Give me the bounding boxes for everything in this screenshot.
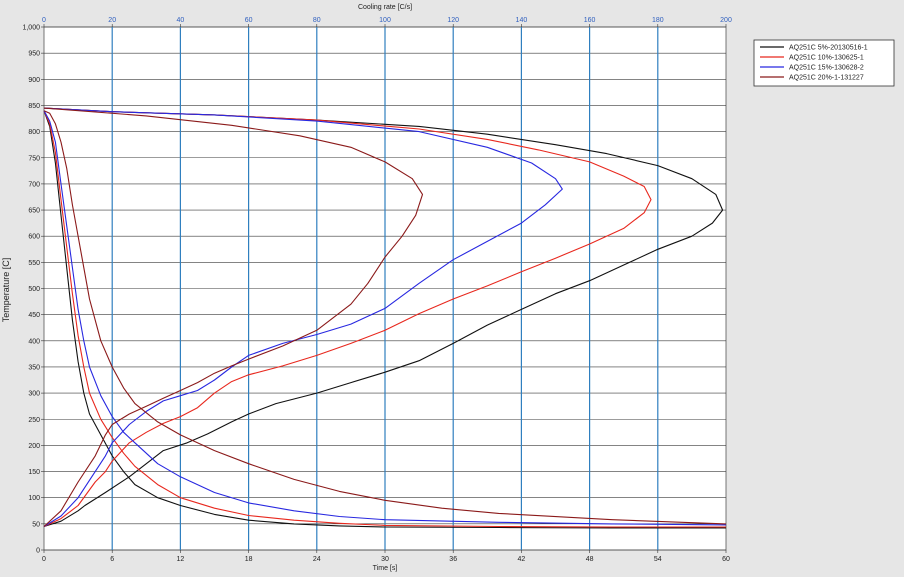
x-top-tick-label: 60 bbox=[245, 17, 253, 24]
series-lines bbox=[43, 107, 727, 529]
y-tick-label: 200 bbox=[28, 443, 40, 450]
x-bottom-tick-label: 0 bbox=[42, 556, 46, 563]
x-top-tick-label: 200 bbox=[720, 17, 732, 24]
y-tick-label: 350 bbox=[28, 364, 40, 371]
cooling-rate-curve-line bbox=[43, 107, 652, 527]
y-tick-label: 600 bbox=[28, 234, 40, 241]
series-4 bbox=[43, 107, 727, 527]
y-tick-label: 950 bbox=[28, 51, 40, 58]
x-bottom-tick-label: 54 bbox=[654, 556, 662, 563]
x-top-tick-label: 0 bbox=[42, 17, 46, 24]
x-top-tick-label: 20 bbox=[108, 17, 116, 24]
y-tick-label: 550 bbox=[28, 260, 40, 267]
x-top-tick-label: 140 bbox=[516, 17, 528, 24]
y-tick-label: 800 bbox=[28, 129, 40, 136]
x-bottom-tick-label: 30 bbox=[381, 556, 389, 563]
x-top-tick-label: 120 bbox=[447, 17, 459, 24]
legend-entry: AQ251C 15%-130628-2 bbox=[789, 65, 864, 72]
x-bottom-tick-labels: 0 6 12 18 24 30 36 42 48 54 60 bbox=[42, 550, 730, 563]
x-bottom-tick-label: 12 bbox=[177, 556, 185, 563]
cooling-curve-line bbox=[43, 110, 726, 528]
y-tick-label: 700 bbox=[28, 181, 40, 188]
cooling-curve-line bbox=[43, 110, 727, 526]
y-tick-label: 400 bbox=[28, 338, 40, 345]
x-axis-title-bottom: Time [s] bbox=[373, 565, 398, 572]
y-tick-label: 850 bbox=[28, 103, 40, 110]
cooling-rate-curve-line bbox=[43, 107, 724, 528]
y-tick-label: 1,000 bbox=[22, 25, 40, 32]
series-3 bbox=[43, 107, 727, 527]
cooling-curve-line bbox=[43, 110, 727, 525]
cooling-rate-curve-line bbox=[43, 107, 563, 527]
x-axis-title-top: Cooling rate [C/s] bbox=[358, 4, 412, 11]
x-top-tick-label: 180 bbox=[652, 17, 664, 24]
legend-entry: AQ251C 20%-1-131227 bbox=[789, 75, 864, 82]
y-tick-labels: 0 50 100 150 200 250 300 350 400 450 500 550 600 650 7… bbox=[22, 25, 44, 555]
x-top-tick-label: 80 bbox=[313, 17, 321, 24]
y-tick-label: 300 bbox=[28, 391, 40, 398]
y-tick-label: 450 bbox=[28, 312, 40, 319]
y-tick-label: 250 bbox=[28, 417, 40, 424]
cooling-rate-curve-line bbox=[43, 107, 424, 527]
legend-box bbox=[753, 39, 895, 87]
x-bottom-tick-label: 18 bbox=[245, 556, 253, 563]
x-top-tick-label: 100 bbox=[379, 17, 391, 24]
y-tick-label: 0 bbox=[36, 548, 40, 555]
x-bottom-tick-label: 6 bbox=[110, 556, 114, 563]
y-tick-label: 50 bbox=[32, 521, 40, 528]
legend-entry: AQ251C 5%-20130516-1 bbox=[789, 45, 868, 52]
x-top-tick-label: 160 bbox=[584, 17, 596, 24]
x-bottom-tick-label: 36 bbox=[449, 556, 457, 563]
y-tick-label: 750 bbox=[28, 155, 40, 162]
legend: AQ251C 5%-20130516-1 AQ251C 10%-130625-1 A… bbox=[753, 39, 895, 87]
x-bottom-tick-label: 48 bbox=[586, 556, 594, 563]
x-bottom-tick-label: 42 bbox=[518, 556, 526, 563]
cooling-curve-line bbox=[43, 110, 726, 529]
series-1 bbox=[43, 107, 726, 529]
legend-entry: AQ251C 10%-130625-1 bbox=[789, 55, 864, 62]
x-top-tick-label: 40 bbox=[177, 17, 185, 24]
y-tick-label: 650 bbox=[28, 208, 40, 215]
y-tick-label: 150 bbox=[28, 469, 40, 476]
series-2 bbox=[43, 107, 726, 528]
x-bottom-tick-label: 60 bbox=[722, 556, 730, 563]
x-top-tick-labels: 0 20 40 60 80 100 120 140 160 180 200 bbox=[42, 17, 732, 27]
y-tick-label: 900 bbox=[28, 77, 40, 84]
y-tick-label: 500 bbox=[28, 286, 40, 293]
x-bottom-tick-label: 24 bbox=[313, 556, 321, 563]
y-axis-title: Temperature [C] bbox=[1, 258, 11, 323]
y-tick-label: 100 bbox=[28, 495, 40, 502]
